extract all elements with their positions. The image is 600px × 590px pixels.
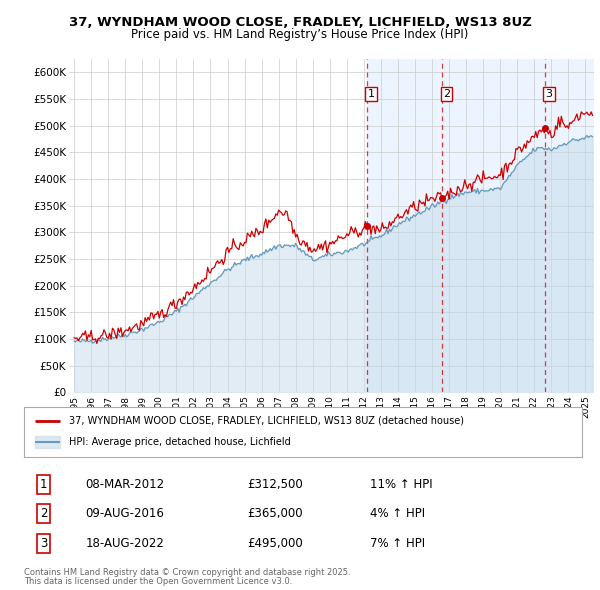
- Text: 1: 1: [40, 478, 47, 491]
- Bar: [367, 59, 442, 392]
- Bar: [442, 59, 545, 392]
- Text: £495,000: £495,000: [247, 537, 303, 550]
- Bar: [545, 59, 594, 392]
- Text: This data is licensed under the Open Government Licence v3.0.: This data is licensed under the Open Gov…: [24, 577, 292, 586]
- Text: 2: 2: [443, 89, 450, 99]
- Text: £365,000: £365,000: [247, 507, 303, 520]
- Text: 3: 3: [545, 89, 553, 99]
- Text: 1: 1: [368, 89, 375, 99]
- Text: 37, WYNDHAM WOOD CLOSE, FRADLEY, LICHFIELD, WS13 8UZ: 37, WYNDHAM WOOD CLOSE, FRADLEY, LICHFIE…: [68, 16, 532, 29]
- Text: 37, WYNDHAM WOOD CLOSE, FRADLEY, LICHFIELD, WS13 8UZ (detached house): 37, WYNDHAM WOOD CLOSE, FRADLEY, LICHFIE…: [68, 415, 464, 425]
- Text: 7% ↑ HPI: 7% ↑ HPI: [370, 537, 425, 550]
- Text: £312,500: £312,500: [247, 478, 303, 491]
- Text: 08-MAR-2012: 08-MAR-2012: [85, 478, 164, 491]
- Text: 18-AUG-2022: 18-AUG-2022: [85, 537, 164, 550]
- Text: 3: 3: [40, 537, 47, 550]
- Text: Price paid vs. HM Land Registry’s House Price Index (HPI): Price paid vs. HM Land Registry’s House …: [131, 28, 469, 41]
- Text: 4% ↑ HPI: 4% ↑ HPI: [370, 507, 425, 520]
- Text: HPI: Average price, detached house, Lichfield: HPI: Average price, detached house, Lich…: [68, 437, 290, 447]
- Text: Contains HM Land Registry data © Crown copyright and database right 2025.: Contains HM Land Registry data © Crown c…: [24, 568, 350, 576]
- Text: 11% ↑ HPI: 11% ↑ HPI: [370, 478, 433, 491]
- Text: 2: 2: [40, 507, 47, 520]
- Text: 09-AUG-2016: 09-AUG-2016: [85, 507, 164, 520]
